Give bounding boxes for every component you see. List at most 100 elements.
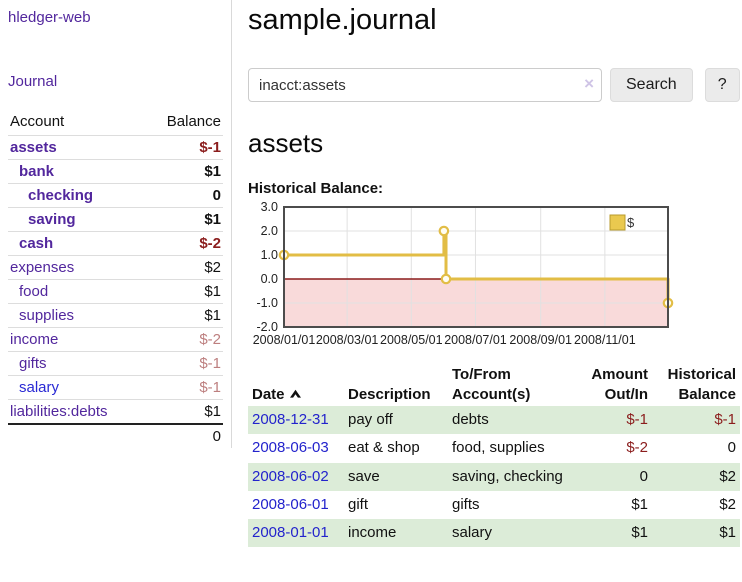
svg-text:-2.0: -2.0 <box>256 320 278 334</box>
help-button[interactable]: ? <box>704 68 740 102</box>
account-row: income $-2 <box>8 327 223 352</box>
account-balance: $1 <box>144 399 223 424</box>
svg-text:3.0: 3.0 <box>261 201 278 214</box>
account-row: liabilities:debts $1 <box>8 399 223 424</box>
svg-text:2008/05/01: 2008/05/01 <box>380 333 443 347</box>
account-balance: $1 <box>144 303 223 328</box>
accounts-total-value: 0 <box>144 423 223 448</box>
account-balance: 0 <box>144 183 223 208</box>
app-title-link[interactable]: hledger-web <box>8 9 91 26</box>
search-form: × Search ? <box>248 68 740 102</box>
transaction-amount: $-1 <box>580 406 652 435</box>
sidebar: hledger-web Journal Account Balance asse… <box>0 0 232 448</box>
account-row: supplies $1 <box>8 303 223 328</box>
register-header-balance: Historical Balance <box>667 366 736 403</box>
account-row: bank $1 <box>8 159 223 184</box>
account-link-expenses[interactable]: expenses <box>10 259 75 276</box>
account-row: salary $-1 <box>8 375 223 400</box>
transaction-description: save <box>344 462 448 491</box>
svg-text:1.0: 1.0 <box>261 248 278 262</box>
account-link-food[interactable]: food <box>19 283 49 300</box>
accounts-header-account: Account <box>10 113 65 130</box>
search-button[interactable]: Search <box>610 68 693 102</box>
main-content: sample.journal × Search ? assets Histori… <box>232 0 742 548</box>
svg-text:2008/03/01: 2008/03/01 <box>316 333 379 347</box>
transaction-row: 2008-06-02 save saving, checking 0 $2 <box>248 462 740 491</box>
transaction-description: pay off <box>344 406 448 435</box>
account-balance: $-2 <box>144 327 223 352</box>
accounts-table: Account Balance assets $-1 bank $1 check… <box>8 110 223 448</box>
register-header-accounts: To/From Account(s) <box>452 366 531 403</box>
transaction-amount: $-2 <box>626 439 648 457</box>
svg-text:-1.0: -1.0 <box>256 296 278 310</box>
account-balance: $-2 <box>144 231 223 256</box>
transaction-amount: $1 <box>580 519 652 548</box>
account-balance: $-1 <box>144 375 223 400</box>
account-balance: $-1 <box>144 351 223 376</box>
account-link-supplies[interactable]: supplies <box>19 307 75 324</box>
account-balance: $1 <box>144 207 223 232</box>
transaction-date-link[interactable]: 2008-06-03 <box>252 439 329 457</box>
register-header-row: Date Description To/From Account(s) Amou… <box>248 363 740 406</box>
account-link-checking[interactable]: checking <box>28 187 94 204</box>
transaction-balance: $2 <box>719 495 736 513</box>
transaction-date-link[interactable]: 2008-01-01 <box>252 524 329 541</box>
svg-text:0.0: 0.0 <box>261 272 278 286</box>
clear-search-icon[interactable]: × <box>584 74 594 93</box>
transaction-accounts: food, supplies <box>452 439 545 457</box>
account-link-income[interactable]: income <box>10 331 59 348</box>
transaction-balance: $2 <box>652 462 740 491</box>
account-row: food $1 <box>8 279 223 304</box>
account-row: assets $-1 <box>8 135 223 160</box>
transaction-description: income <box>344 519 448 548</box>
account-row: gifts $-1 <box>8 351 223 376</box>
transaction-description: eat & shop <box>348 439 420 457</box>
transaction-amount: 0 <box>580 462 652 491</box>
register-header-date[interactable]: Date <box>248 363 344 406</box>
svg-text:2008/01/01: 2008/01/01 <box>253 333 316 347</box>
account-link-liabilities-debts[interactable]: liabilities:debts <box>10 403 108 420</box>
accounts-total-row: 0 <box>8 423 223 448</box>
account-link-saving[interactable]: saving <box>28 211 76 228</box>
accounts-header-balance: Balance <box>166 113 221 130</box>
svg-text:2008/11/01: 2008/11/01 <box>574 333 636 347</box>
transaction-date-link[interactable]: 2008-12-31 <box>252 411 329 428</box>
transaction-balance: $1 <box>652 519 740 548</box>
transaction-amount: $1 <box>631 495 648 513</box>
transaction-row: 2008-06-03 eat & shop food, supplies $-2… <box>248 434 740 462</box>
account-balance: $1 <box>144 279 223 304</box>
account-row: expenses $2 <box>8 255 223 280</box>
search-input[interactable] <box>248 68 602 102</box>
account-balance: $2 <box>144 255 223 280</box>
sidebar-nav: Journal <box>8 73 223 90</box>
account-link-assets[interactable]: assets <box>10 139 57 156</box>
transaction-row: 2008-01-01 income salary $1 $1 <box>248 519 740 548</box>
svg-text:2.0: 2.0 <box>261 224 278 238</box>
svg-text:2008/09/01: 2008/09/01 <box>509 333 572 347</box>
hledger-web-app: hledger-web Journal Account Balance asse… <box>0 0 742 548</box>
transaction-row: 2008-06-01 gift gifts $1 $2 <box>248 491 740 519</box>
account-link-bank[interactable]: bank <box>19 163 55 180</box>
account-row: checking 0 <box>8 183 223 208</box>
transaction-date-link[interactable]: 2008-06-01 <box>252 495 329 513</box>
svg-text:$: $ <box>627 215 635 230</box>
transaction-accounts: salary <box>448 519 580 548</box>
account-link-gifts[interactable]: gifts <box>19 355 47 372</box>
account-heading: assets <box>248 128 324 158</box>
transaction-row: 2008-12-31 pay off debts $-1 $-1 <box>248 406 740 435</box>
register-header-description: Description <box>348 385 431 403</box>
account-row: cash $-2 <box>8 231 223 256</box>
transaction-accounts: saving, checking <box>448 462 580 491</box>
transaction-balance: 0 <box>727 439 736 457</box>
account-link-salary[interactable]: salary <box>19 379 60 396</box>
transaction-date-link[interactable]: 2008-06-02 <box>252 467 329 485</box>
sidebar-item-journal[interactable]: Journal <box>8 73 58 90</box>
register-table: Date Description To/From Account(s) Amou… <box>248 363 740 548</box>
account-link-cash[interactable]: cash <box>19 235 54 252</box>
transaction-accounts: debts <box>448 406 580 435</box>
accounts-header-row: Account Balance <box>8 110 223 136</box>
chart-heading: Historical Balance: <box>248 180 384 197</box>
account-row: saving $1 <box>8 207 223 232</box>
register-header-amount: Amount Out/In <box>591 366 648 403</box>
